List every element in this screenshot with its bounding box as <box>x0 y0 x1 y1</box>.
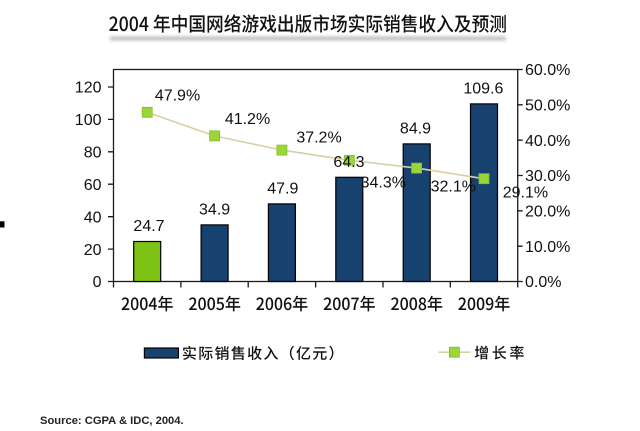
svg-text:34.9: 34.9 <box>199 202 230 219</box>
svg-text:0.0%: 0.0% <box>525 274 561 291</box>
svg-text:60.0%: 60.0% <box>525 62 570 79</box>
svg-text:29.1%: 29.1% <box>503 185 548 202</box>
svg-text:32.1%: 32.1% <box>431 179 476 196</box>
svg-text:80: 80 <box>84 145 102 162</box>
svg-text:20: 20 <box>84 242 102 259</box>
svg-text:84.9: 84.9 <box>400 121 431 138</box>
svg-text:109.6: 109.6 <box>463 81 503 98</box>
svg-text:10.0%: 10.0% <box>525 239 570 256</box>
svg-text:50.0%: 50.0% <box>525 98 570 115</box>
svg-text:37.2%: 37.2% <box>296 130 341 147</box>
svg-text:40: 40 <box>84 209 102 226</box>
svg-text:120: 120 <box>75 80 102 97</box>
svg-text:0: 0 <box>93 274 102 291</box>
svg-text:100: 100 <box>75 112 102 129</box>
svg-text:30.0%: 30.0% <box>525 168 570 185</box>
svg-text:47.9: 47.9 <box>267 181 298 198</box>
svg-text:47.9%: 47.9% <box>155 88 200 105</box>
svg-text:Source: CGPA & IDC, 2004.: Source: CGPA & IDC, 2004. <box>40 415 184 427</box>
svg-text:64.3: 64.3 <box>333 154 364 171</box>
svg-text:34.3%: 34.3% <box>361 175 406 192</box>
svg-text:40.0%: 40.0% <box>525 133 570 150</box>
svg-text:20.0%: 20.0% <box>525 204 570 221</box>
svg-text:60: 60 <box>84 177 102 194</box>
svg-text:41.2%: 41.2% <box>225 111 270 128</box>
svg-text:24.7: 24.7 <box>133 218 164 235</box>
